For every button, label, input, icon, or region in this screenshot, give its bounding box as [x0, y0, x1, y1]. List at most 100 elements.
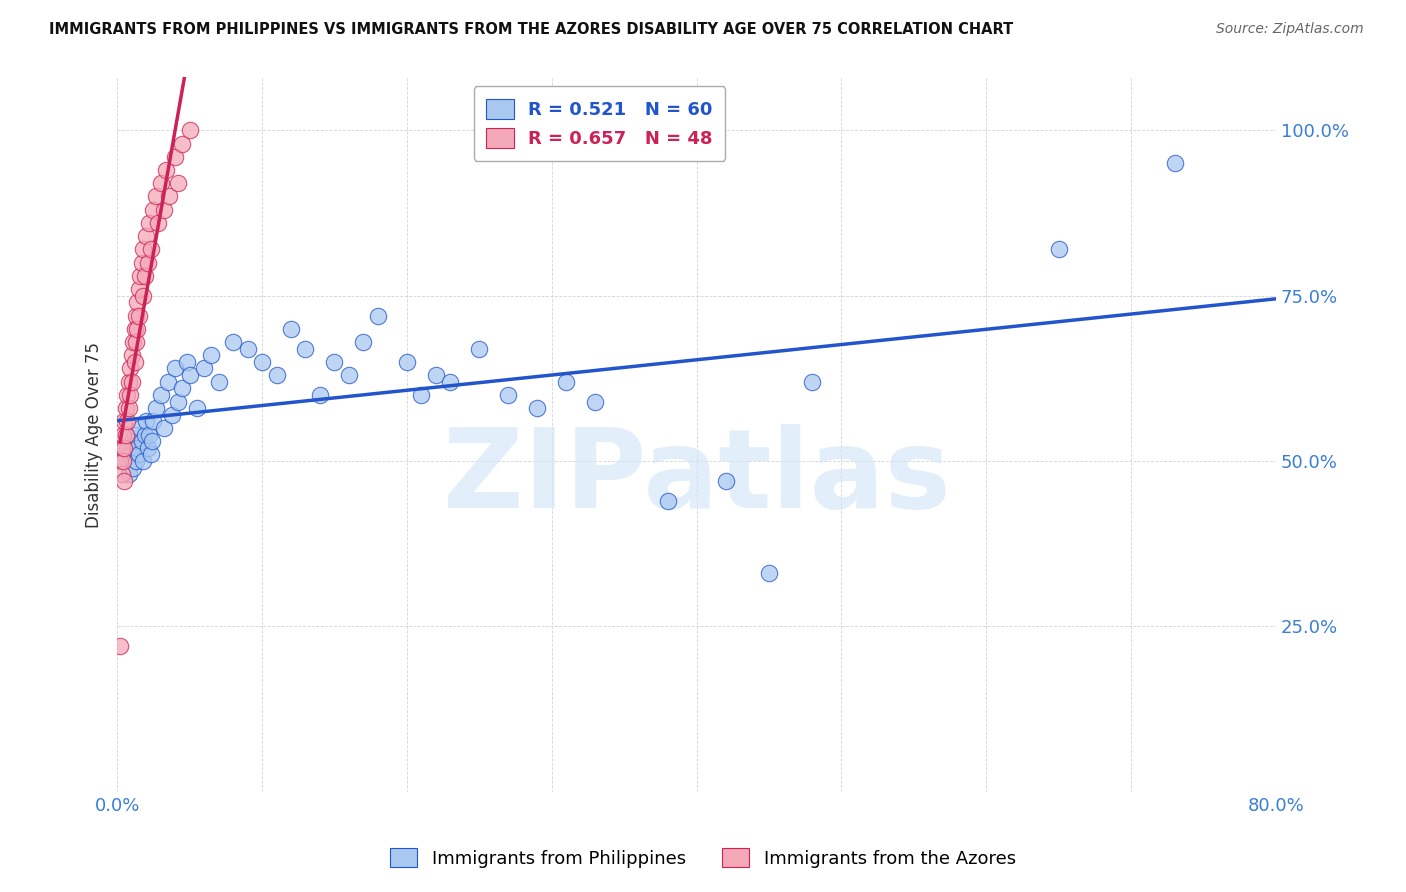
Point: [155, 163, 177, 178]
Point: [172, 136, 194, 151]
Point: [129, 268, 152, 283]
Point: [165, 361, 187, 376]
Point: [108, 639, 131, 653]
Point: [111, 454, 134, 468]
Point: [114, 474, 136, 488]
Point: [108, 454, 131, 468]
Point: [758, 566, 780, 581]
Point: [118, 375, 141, 389]
Point: [114, 454, 136, 468]
Point: [110, 441, 132, 455]
Point: [127, 322, 149, 336]
Point: [468, 342, 491, 356]
Point: [129, 421, 152, 435]
Point: [136, 441, 159, 455]
Point: [222, 334, 245, 349]
Point: [555, 375, 578, 389]
Point: [120, 388, 142, 402]
Legend: Immigrants from Philippines, Immigrants from the Azores: Immigrants from Philippines, Immigrants …: [380, 837, 1026, 879]
Point: [124, 355, 146, 369]
Text: IMMIGRANTS FROM PHILIPPINES VS IMMIGRANTS FROM THE AZORES DISABILITY AGE OVER 75: IMMIGRANTS FROM PHILIPPINES VS IMMIGRANT…: [49, 22, 1014, 37]
Point: [714, 474, 737, 488]
Point: [122, 460, 145, 475]
Point: [125, 334, 148, 349]
Point: [125, 454, 148, 468]
Point: [121, 434, 143, 449]
Point: [152, 421, 174, 435]
Point: [131, 434, 153, 449]
Point: [128, 309, 150, 323]
Point: [411, 388, 433, 402]
Point: [200, 348, 222, 362]
Point: [367, 309, 389, 323]
Point: [120, 361, 142, 376]
Point: [309, 388, 332, 402]
Point: [657, 493, 679, 508]
Text: Source: ZipAtlas.com: Source: ZipAtlas.com: [1216, 22, 1364, 37]
Point: [1163, 156, 1185, 170]
Point: [498, 388, 520, 402]
Point: [142, 414, 165, 428]
Point: [139, 243, 162, 257]
Point: [145, 189, 167, 203]
Point: [294, 342, 316, 356]
Point: [132, 243, 155, 257]
Point: [160, 408, 183, 422]
Point: [114, 441, 136, 455]
Text: ZIPatlas: ZIPatlas: [443, 424, 950, 531]
Y-axis label: Disability Age Over 75: Disability Age Over 75: [86, 342, 103, 527]
Point: [167, 394, 190, 409]
Point: [250, 355, 273, 369]
Point: [323, 355, 346, 369]
Point: [145, 401, 167, 416]
Point: [121, 375, 143, 389]
Point: [135, 414, 157, 428]
Point: [526, 401, 548, 416]
Point: [352, 334, 374, 349]
Point: [111, 427, 134, 442]
Point: [583, 394, 606, 409]
Point: [117, 414, 139, 428]
Point: [179, 368, 201, 382]
Point: [115, 401, 138, 416]
Point: [141, 434, 163, 449]
Point: [136, 255, 159, 269]
Point: [127, 441, 149, 455]
Point: [118, 401, 141, 416]
Point: [124, 322, 146, 336]
Point: [149, 388, 172, 402]
Point: [138, 427, 160, 442]
Point: [114, 414, 136, 428]
Point: [236, 342, 259, 356]
Point: [179, 123, 201, 137]
Point: [110, 467, 132, 482]
Point: [131, 255, 153, 269]
Point: [266, 368, 288, 382]
Point: [146, 216, 169, 230]
Point: [128, 447, 150, 461]
Point: [120, 447, 142, 461]
Point: [280, 322, 302, 336]
Point: [125, 309, 148, 323]
Point: [149, 176, 172, 190]
Point: [172, 381, 194, 395]
Point: [121, 348, 143, 362]
Point: [193, 361, 215, 376]
Point: [138, 216, 160, 230]
Point: [132, 454, 155, 468]
Point: [165, 150, 187, 164]
Point: [186, 401, 208, 416]
Point: [207, 375, 229, 389]
Point: [157, 189, 180, 203]
Point: [156, 375, 179, 389]
Point: [439, 375, 461, 389]
Point: [127, 295, 149, 310]
Point: [395, 355, 418, 369]
Point: [801, 375, 824, 389]
Point: [132, 288, 155, 302]
Point: [124, 427, 146, 442]
Point: [1047, 243, 1070, 257]
Point: [139, 447, 162, 461]
Point: [115, 427, 138, 442]
Point: [152, 202, 174, 217]
